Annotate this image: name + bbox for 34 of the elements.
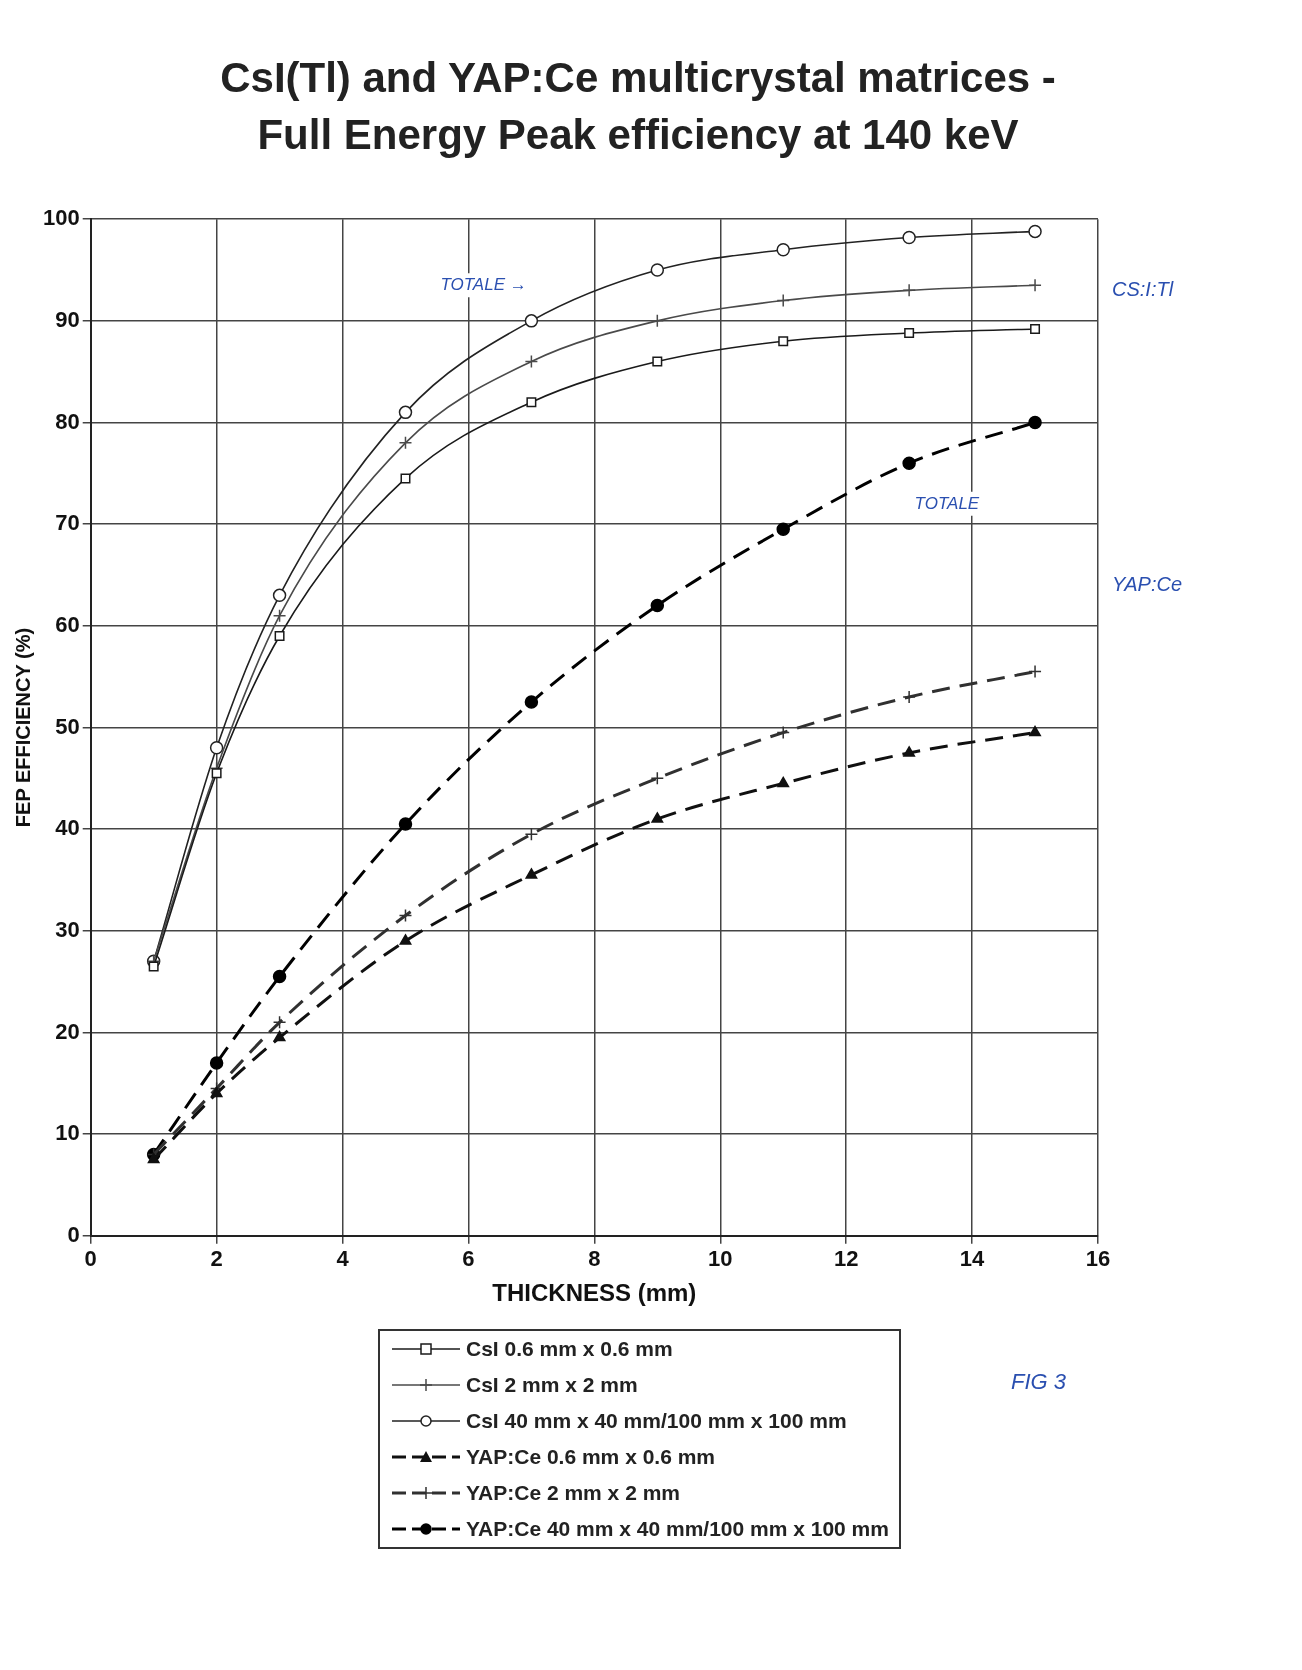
y-tick-label: 60 [55, 612, 80, 638]
x-tick-label: 0 [84, 1246, 97, 1272]
chart-title: CsI(Tl) and YAP:Ce multicrystal matrices - Full Energy Peak efficiency at 140 keV [219, 53, 1057, 160]
x-tick-label: 10 [708, 1246, 733, 1272]
legend-label: YAP:Ce 40 mm x 40 mm/100 mm x 100 mm [466, 1517, 889, 1542]
y-tick-label: 30 [55, 917, 80, 943]
x-tick-label: 14 [959, 1246, 986, 1272]
x-tick-label: 4 [336, 1246, 350, 1272]
x-tick-label: 8 [588, 1246, 601, 1272]
legend-label: CsI 2 mm x 2 mm [466, 1373, 638, 1398]
text: CS:I:Tl [1112, 278, 1174, 301]
y-tick-label: 100 [42, 205, 80, 231]
y-tick-label: 10 [55, 1120, 80, 1146]
x-tick-label: 16 [1085, 1246, 1111, 1272]
caption: FIG 3 [1010, 1369, 1066, 1396]
text: YAP:Ce [1112, 573, 1183, 596]
y-tick-label: 90 [55, 307, 80, 333]
legend-label: CsI 0.6 mm x 0.6 mm [466, 1337, 673, 1362]
y-tick-label: 50 [55, 713, 80, 739]
legend-label: CsI 40 mm x 40 mm/100 mm x 100 mm [466, 1409, 847, 1434]
y-axis-title: FEP EFFICIENCY (%) [11, 628, 34, 828]
x-tick-label: 6 [462, 1246, 475, 1272]
annotation: TOTALE → [440, 275, 527, 295]
legend-label: YAP:Ce 2 mm x 2 mm [466, 1481, 680, 1506]
y-tick-label: 80 [55, 408, 80, 434]
y-tick-label: 0 [67, 1222, 80, 1248]
y-tick-label: 20 [55, 1018, 80, 1044]
x-tick-label: 2 [210, 1246, 223, 1272]
y-tick-label: 40 [55, 815, 80, 841]
x-axis-title: THICKNESS (mm) [492, 1279, 697, 1307]
y-tick-label: 70 [55, 510, 80, 536]
annotation: TOTALE [914, 493, 980, 513]
x-tick-label: 12 [833, 1246, 859, 1272]
legend-label: YAP:Ce 0.6 mm x 0.6 mm [466, 1445, 716, 1470]
